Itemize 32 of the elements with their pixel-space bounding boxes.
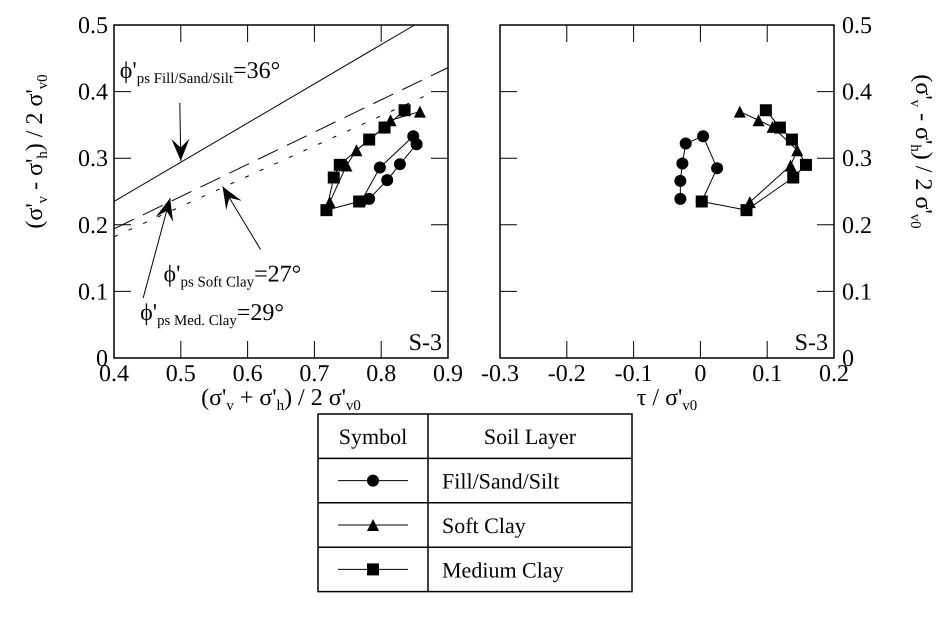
x-tick-label: 0.1 [752, 361, 782, 387]
annotation: ϕ'$_{ps Med. Clay}$=29° [140, 300, 284, 330]
x-tick-label: 0.9 [433, 361, 463, 387]
annotation: ϕ'$_{ps Fill/Sand/Silt}$=36° [120, 58, 280, 88]
y-tick-label: 0.3 [78, 146, 108, 172]
legend-label: Soft Clay [442, 513, 526, 538]
y-tick-label: 0.5 [842, 13, 872, 39]
x-axis-title: τ / σ'$_{v0}$ [636, 385, 698, 414]
x-tick-label: 0.5 [166, 361, 196, 387]
annotation: ϕ'$_{ps Soft Clay}$=27° [164, 262, 302, 291]
y-tick-label: 0.4 [78, 80, 108, 106]
x-axis-title: (σ'$_{v}$ + σ'$_{h}$) / 2 σ'$_{v0}$ [201, 385, 361, 414]
y-tick-label: 0.1 [842, 279, 872, 306]
y-tick-label: 0.2 [78, 212, 108, 239]
legend-label: Medium Clay [442, 557, 564, 582]
y-tick-label: 0.1 [78, 279, 108, 306]
x-tick-label: 0.7 [299, 361, 330, 387]
x-tick-label: -0.2 [548, 361, 586, 387]
x-tick-label: 0.6 [232, 361, 263, 387]
y-tick-label: 0.3 [842, 146, 872, 172]
legend-title: Soil Layer [484, 424, 577, 449]
text: Symbol [338, 424, 408, 449]
legend-label: Fill/Sand/Silt [442, 468, 560, 494]
x-tick-label: -0.1 [614, 361, 653, 387]
x-tick-label: 0 [694, 361, 706, 387]
y-tick-label: 0.2 [842, 212, 872, 239]
y-tick-label: 0.4 [842, 80, 872, 106]
x-tick-label: -0.3 [481, 361, 519, 387]
x-tick-label: 0.8 [366, 361, 396, 387]
annotation: S-3 [408, 330, 442, 356]
annotation: S-3 [794, 330, 828, 356]
y-tick-label: 0.5 [78, 13, 108, 39]
